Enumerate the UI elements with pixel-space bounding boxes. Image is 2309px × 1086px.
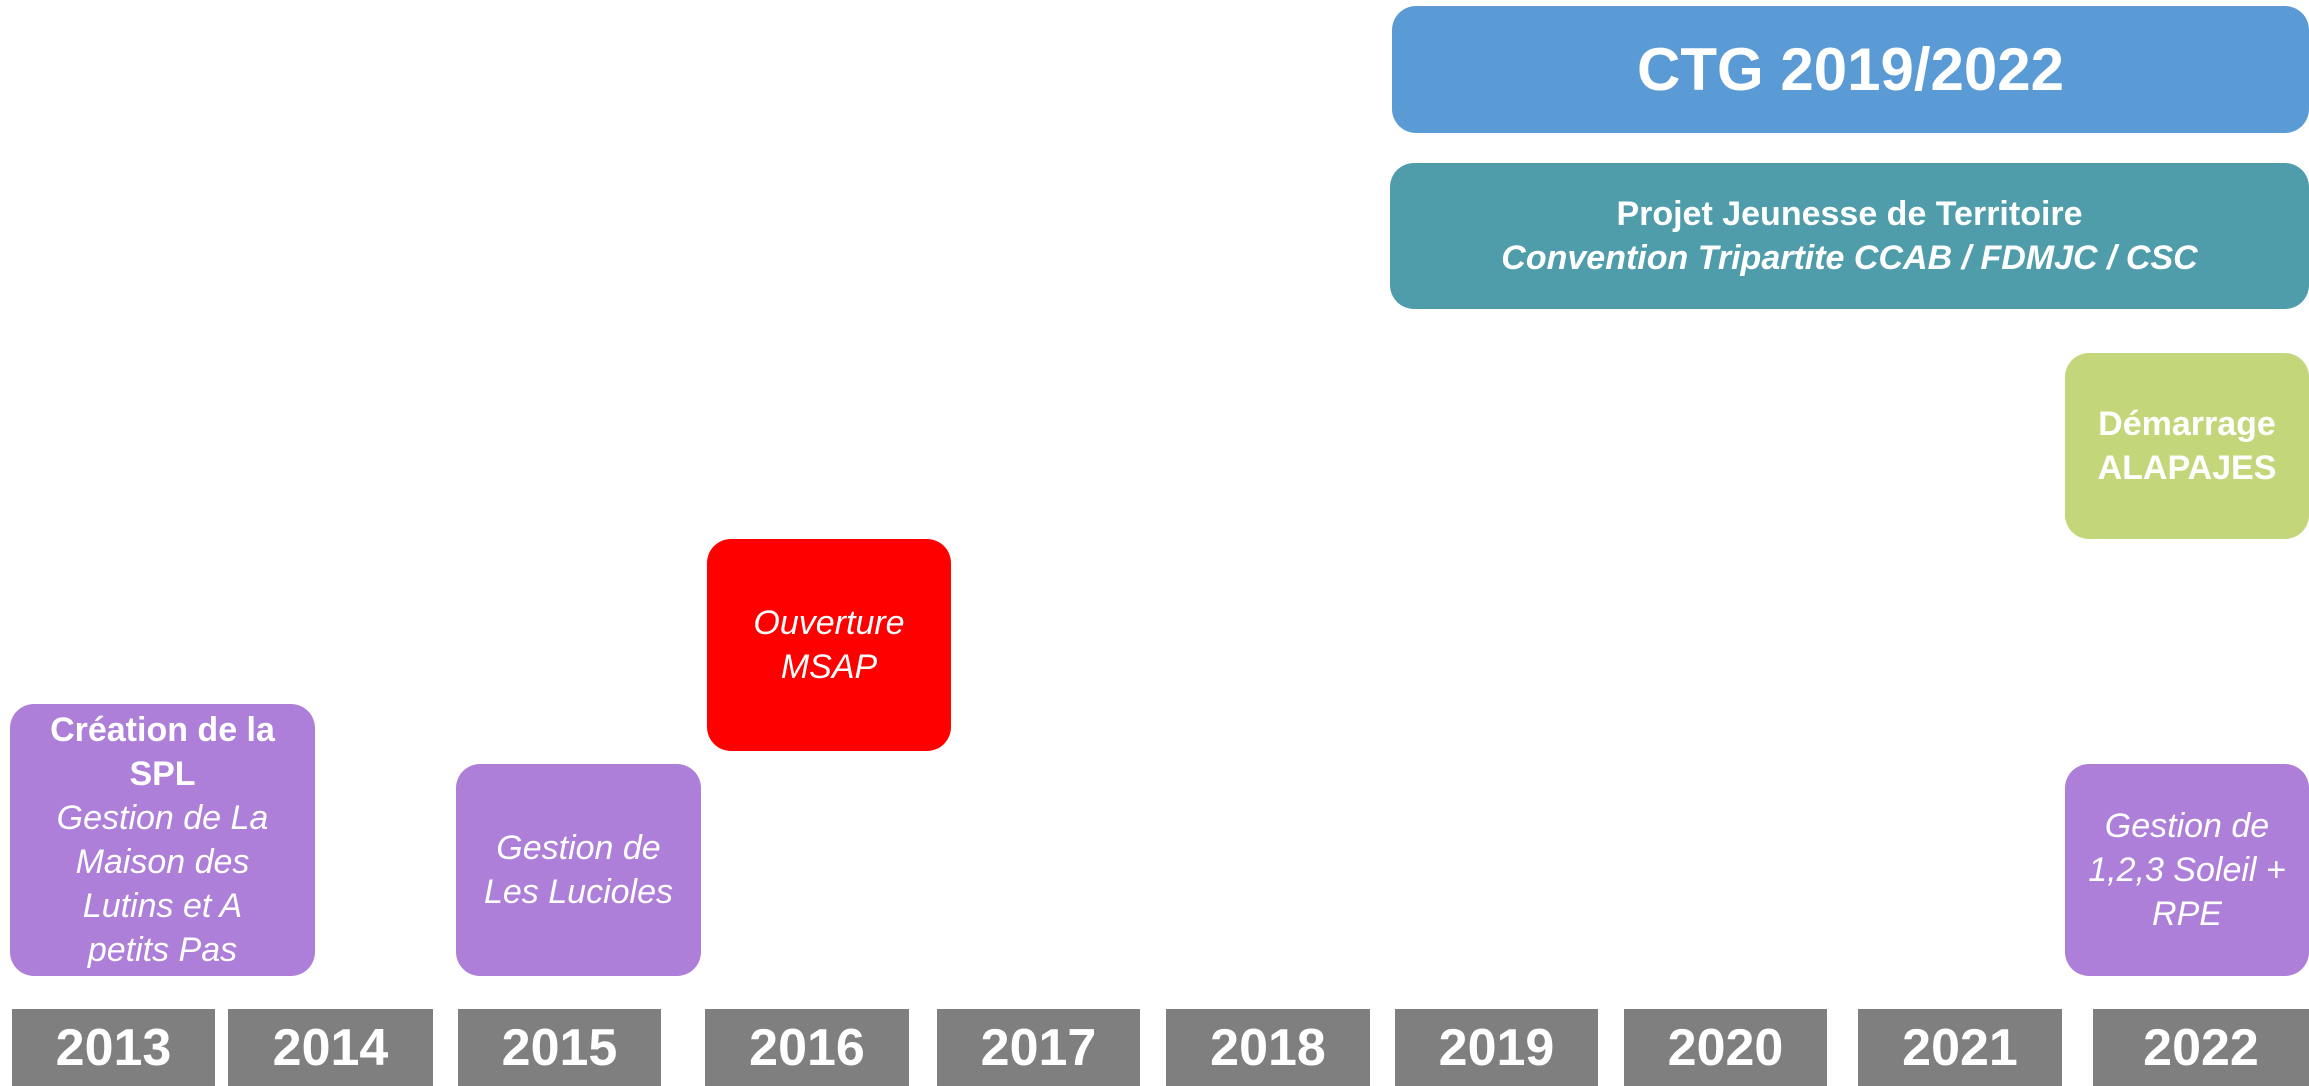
event-subtitle: RPE	[2152, 895, 2222, 933]
event-box: Création de la SPL Gestion de La Maison des…	[10, 704, 315, 976]
event-subtitle: 1,2,3 Soleil +	[2088, 851, 2286, 889]
event-subtitle: Gestion de La	[56, 799, 269, 837]
event-subtitle: Les Lucioles	[483, 873, 673, 911]
event-title: CTG 2019/2022	[1637, 35, 2064, 103]
event-box: CTG 2019/2022	[1392, 6, 2309, 133]
event-subtitle: Lutins et A	[82, 887, 243, 925]
year-label: 2021	[1858, 1009, 2062, 1086]
event-box: Projet Jeunesse de Territoire Convention …	[1390, 163, 2309, 309]
event-subtitle: Ouverture	[753, 604, 905, 642]
year-label: 2017	[937, 1009, 1140, 1086]
year-label: 2020	[1624, 1009, 1827, 1086]
event-title: Projet Jeunesse de Territoire	[1616, 195, 2083, 233]
event-box: Gestion de Les Lucioles	[456, 764, 701, 976]
year-label: 2014	[228, 1009, 433, 1086]
year-label: 2022	[2093, 1009, 2309, 1086]
event-title: SPL	[129, 755, 196, 793]
year-label: 2018	[1166, 1009, 1370, 1086]
year-label: 2016	[705, 1009, 909, 1086]
event-box: Gestion de 1,2,3 Soleil + RPE	[2065, 764, 2309, 976]
event-subtitle: Convention Tripartite CCAB / FDMJC / CSC	[1501, 239, 2198, 277]
year-label: 2013	[12, 1009, 215, 1086]
event-title: ALAPAJES	[2097, 449, 2277, 487]
event-subtitle: Maison des	[75, 843, 250, 881]
event-box: Démarrage ALAPAJES	[2065, 353, 2309, 539]
year-label: 2019	[1395, 1009, 1598, 1086]
event-subtitle: Gestion de	[2104, 807, 2270, 845]
event-title: Création de la	[50, 711, 275, 749]
event-subtitle: petits Pas	[87, 931, 238, 969]
event-subtitle: Gestion de	[496, 829, 661, 867]
event-title: Démarrage	[2098, 405, 2276, 443]
event-box: Ouverture MSAP	[707, 539, 951, 751]
event-subtitle: MSAP	[780, 648, 878, 686]
year-label: 2015	[458, 1009, 661, 1086]
